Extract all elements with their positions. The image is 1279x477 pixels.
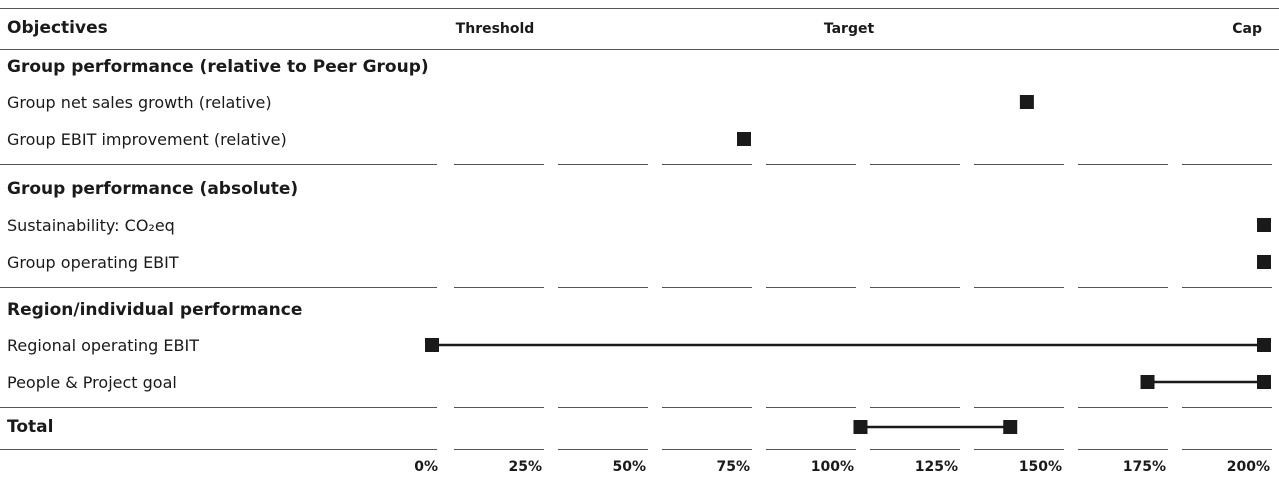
x-tick-label: 200%	[1227, 459, 1270, 475]
x-tick-label: 0%	[414, 459, 438, 475]
x-tick-label: 150%	[1019, 459, 1062, 475]
total-label: Total	[7, 417, 53, 437]
header-target: Target	[824, 21, 875, 37]
row-label-operating-ebit: Group operating EBIT	[7, 253, 179, 272]
mark-group-net-sales-growth-relative	[1019, 95, 1034, 109]
row-label-net-sales: Group net sales growth (relative)	[7, 93, 272, 112]
x-axis-ticks: 0% 25% 50% 75% 100% 125% 150% 175% 200%	[414, 459, 1270, 475]
mark-regional-operating-ebit-end	[1257, 338, 1271, 352]
mark-group-operating-ebit	[1257, 255, 1271, 269]
row-label-ebit-improvement: Group EBIT improvement (relative)	[7, 130, 287, 149]
x-tick-label: 175%	[1123, 459, 1166, 475]
group-title-absolute: Group performance (absolute)	[7, 179, 298, 199]
mark-group-ebit-improvement-relative	[737, 132, 751, 146]
x-tick-label: 25%	[508, 459, 542, 475]
mark-total-start	[853, 420, 868, 434]
row-label-regional-ebit: Regional operating EBIT	[7, 336, 199, 355]
header-objectives: Objectives	[7, 18, 108, 38]
group-title-region: Region/individual performance	[7, 300, 302, 320]
mark-people-project-goal-end	[1257, 375, 1271, 389]
rule-lines	[0, 8, 1279, 450]
data-marks	[425, 95, 1271, 434]
group-title-relative: Group performance (relative to Peer Grou…	[7, 57, 429, 77]
mark-sustainability-co-eq	[1257, 218, 1271, 232]
row-label-people-project: People & Project goal	[7, 373, 177, 392]
x-tick-label: 50%	[612, 459, 646, 475]
mark-people-project-goal-start	[1140, 375, 1155, 389]
header-cap: Cap	[1232, 21, 1262, 37]
x-tick-label: 75%	[716, 459, 750, 475]
row-label-co2eq: Sustainability: CO₂eq	[7, 216, 175, 235]
mark-total-end	[1003, 420, 1018, 434]
x-tick-label: 100%	[811, 459, 854, 475]
mark-regional-operating-ebit-start	[425, 338, 439, 352]
x-tick-label: 125%	[915, 459, 958, 475]
header-threshold: Threshold	[456, 21, 535, 37]
